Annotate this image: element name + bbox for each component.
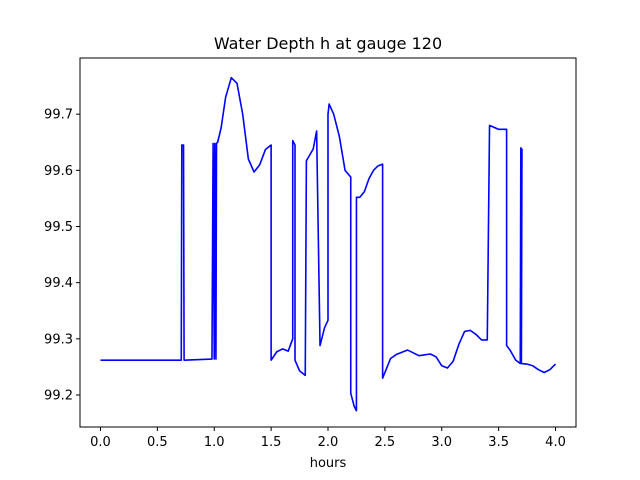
- plot-area: [100, 76, 557, 412]
- series-line-0: [100, 76, 557, 412]
- x-tick-label: 1.0: [204, 435, 225, 450]
- y-tick-label: 99.4: [44, 276, 73, 291]
- y-tick-label: 99.2: [44, 388, 73, 403]
- x-axis-ticks: 0.0 0.5 1.0 1.5 2.0 2.5 3.0 3.5 4.0: [90, 427, 566, 450]
- x-tick-label: 2.5: [375, 435, 396, 450]
- y-tick-label: 99.6: [44, 164, 73, 179]
- x-tick-label: 4.0: [545, 435, 566, 450]
- plot-frame: [79, 57, 577, 428]
- y-axis-ticks: 99.2 99.3 99.4 99.5 99.6 99.7: [44, 108, 80, 403]
- y-tick-label: 99.7: [44, 108, 73, 123]
- x-tick-label: 2.0: [318, 435, 339, 450]
- chart-title: Water Depth h at gauge 120: [214, 34, 442, 53]
- x-tick-label: 1.5: [261, 435, 282, 450]
- x-tick-label: 0.0: [90, 435, 111, 450]
- x-tick-label: 0.5: [147, 435, 168, 450]
- y-tick-label: 99.3: [44, 332, 73, 347]
- x-tick-label: 3.5: [488, 435, 509, 450]
- y-tick-label: 99.5: [44, 220, 73, 235]
- x-axis-label: hours: [310, 456, 347, 471]
- x-tick-label: 3.0: [431, 435, 452, 450]
